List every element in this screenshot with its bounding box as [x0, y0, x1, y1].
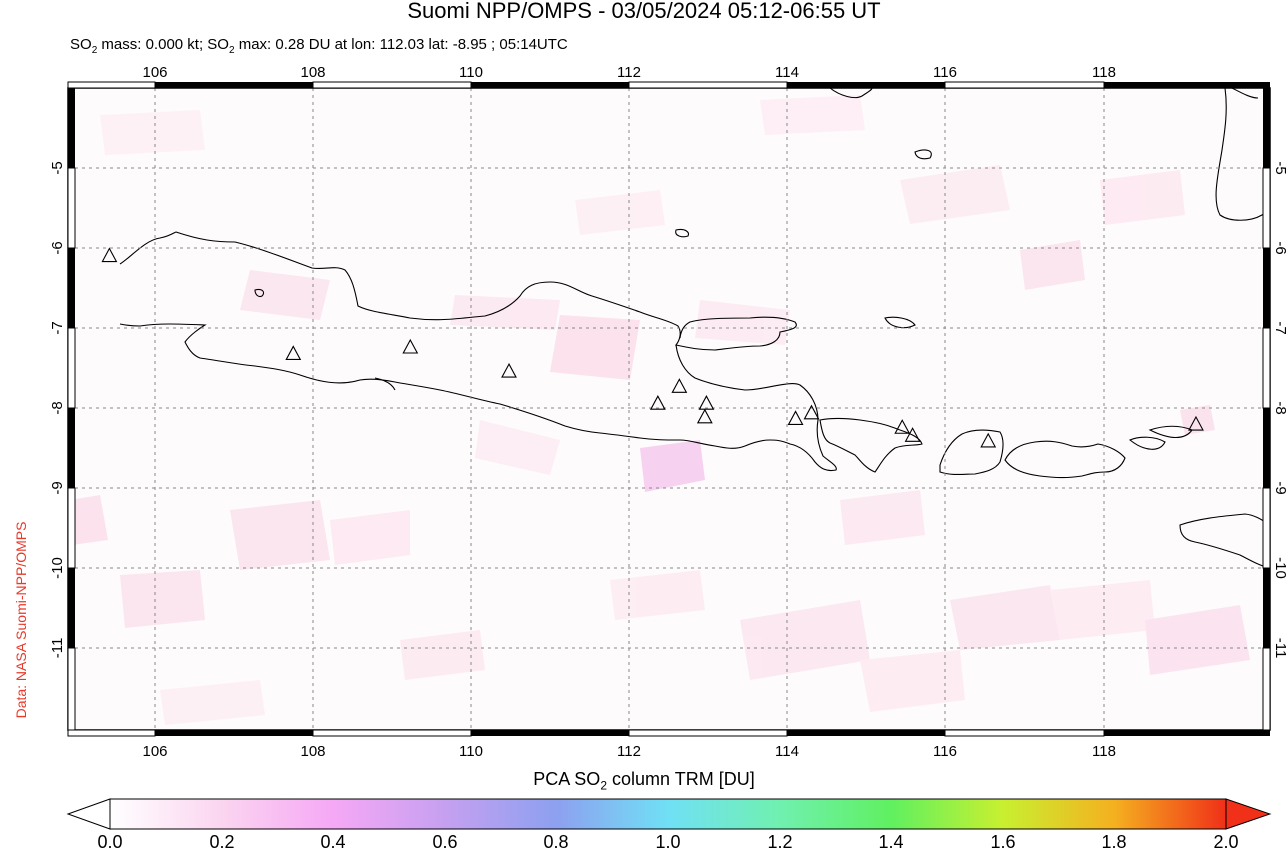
lon-tick-top-114: 114	[775, 64, 799, 81]
so2-summary-part1: SO	[70, 36, 92, 53]
lat-tick-left-10: -10	[49, 557, 66, 579]
map-area	[68, 88, 1270, 730]
volcano-marker-13	[1188, 415, 1204, 431]
lat-tick-right-7: -7	[1272, 321, 1288, 334]
lon-tick-bottom-112: 112	[617, 743, 641, 760]
volcano-marker-8	[787, 410, 804, 425]
lat-labels-right: -5 -6 -7 -8 -9 -10 -11	[1272, 161, 1288, 658]
lat-tick-left-8: -8	[49, 401, 66, 414]
lat-tick-left-9: -9	[49, 481, 66, 494]
lon-tick-bottom-114: 114	[775, 743, 799, 760]
lat-tick-right-10: -10	[1272, 557, 1288, 579]
lon-tick-bottom-108: 108	[300, 743, 325, 760]
volcano-marker-12	[980, 432, 997, 448]
lon-tick-top-116: 116	[933, 64, 957, 81]
volcano-marker-7	[696, 408, 713, 424]
colorbar-tick-8: 1.6	[990, 832, 1016, 852]
colorbar-title-part2: column TRM [DU]	[607, 769, 755, 789]
colorbar-title: PCA SO2 column TRM [DU]	[0, 769, 1288, 793]
lon-labels-top: 106 108 110 112 114 116 118	[142, 64, 1115, 81]
so2-summary-sub2: 2	[228, 45, 235, 56]
lat-tick-right-5: -5	[1272, 161, 1288, 174]
lat-tick-right-8: -8	[1272, 401, 1288, 414]
so2-summary-part3: max: 0.28 DU at lon: 112.03 lat: -8.95 ;…	[234, 36, 568, 53]
lat-tick-left-7: -7	[49, 321, 66, 334]
lat-tick-left-11: -11	[49, 638, 66, 659]
volcano-marker-1	[285, 345, 302, 360]
lon-tick-bottom-110: 110	[459, 743, 483, 760]
colorbar-tick-2: 0.4	[320, 832, 346, 852]
lat-tick-left-6: -6	[49, 241, 66, 254]
volcano-marker-3	[501, 362, 517, 378]
volcano-marker-10	[894, 419, 911, 434]
colorbar-tick-0: 0.0	[97, 832, 123, 852]
lat-labels-left: -5 -6 -7 -8 -9 -10 -11	[49, 161, 66, 658]
volcano-markers	[101, 247, 1204, 448]
lon-tick-top-110: 110	[459, 64, 483, 81]
lat-tick-right-11: -11	[1272, 638, 1288, 659]
colorbar-tick-5: 1.0	[655, 832, 681, 852]
colorbar-tick-9: 1.8	[1101, 832, 1127, 852]
lat-tick-right-9: -9	[1272, 481, 1288, 494]
lon-tick-top-106: 106	[142, 64, 167, 81]
volcano-marker-5	[671, 378, 688, 393]
lon-tick-bottom-116: 116	[933, 743, 957, 760]
lon-tick-top-118: 118	[1092, 64, 1116, 81]
grid-lines	[68, 88, 1270, 730]
volcano-marker-11	[904, 427, 921, 442]
lon-tick-top-112: 112	[617, 64, 641, 81]
lon-tick-bottom-106: 106	[142, 743, 167, 760]
so2-summary: SO2 mass: 0.000 kt; SO2 max: 0.28 DU at …	[70, 36, 568, 56]
lon-tick-bottom-118: 118	[1092, 743, 1116, 760]
lat-tick-left-5: -5	[49, 161, 66, 174]
colorbar-tick-4: 0.8	[543, 832, 569, 852]
so2-summary-part2: mass: 0.000 kt; SO	[97, 36, 229, 53]
colorbar-tick-6: 1.2	[767, 832, 793, 852]
volcano-marker-9	[803, 404, 820, 420]
lon-tick-top-108: 108	[300, 64, 325, 81]
colorbar-title-sub: 2	[600, 778, 607, 793]
colorbar-tick-3: 0.6	[432, 832, 458, 852]
so2-pixel-tiles	[70, 95, 1250, 725]
colorbar-tick-7: 1.4	[878, 832, 904, 852]
colorbar	[66, 798, 1272, 830]
volcano-marker-2	[402, 338, 419, 354]
lon-labels-bottom: 106 108 110 112 114 116 118	[142, 743, 1115, 760]
volcano-marker-4	[649, 395, 666, 410]
colorbar-tick-10: 2.0	[1213, 832, 1239, 852]
so2-summary-sub1: 2	[91, 45, 98, 56]
volcano-marker-6	[698, 395, 715, 410]
colorbar-title-part1: PCA SO	[533, 769, 601, 789]
lat-tick-right-6: -6	[1272, 241, 1288, 254]
volcano-marker-0	[101, 247, 118, 263]
map-frame	[67, 81, 1271, 737]
colorbar-tick-1: 0.2	[209, 832, 235, 852]
map-title: Suomi NPP/OMPS - 03/05/2024 05:12-06:55 …	[407, 0, 881, 23]
